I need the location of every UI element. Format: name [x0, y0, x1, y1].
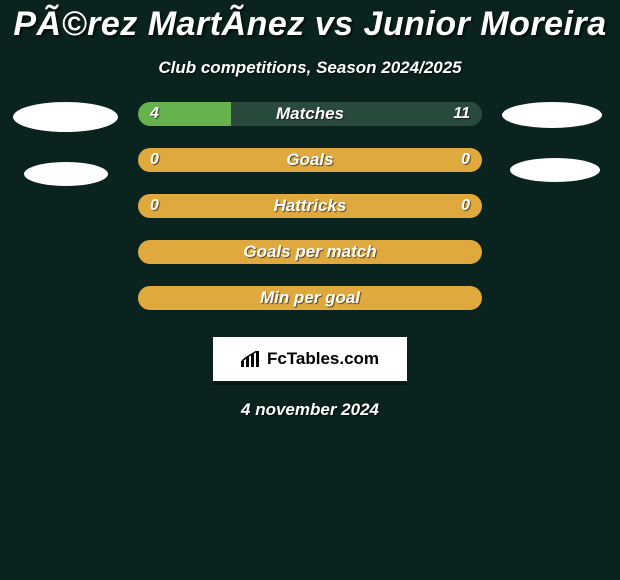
- right-team-ellipse: [510, 158, 600, 182]
- left-badges-col: [13, 102, 118, 186]
- stat-label: Matches: [138, 102, 482, 126]
- brand-chart-icon: [241, 351, 261, 367]
- stat-bar: 00Goals: [138, 148, 482, 172]
- stat-label: Goals: [138, 148, 482, 172]
- right-team-ellipse: [502, 102, 602, 128]
- comparison-card: PÃ©rez MartÃ­nez vs Junior Moreira Club …: [0, 0, 620, 420]
- comparison-body: 411Matches 00Goals 00Hattricks Goals per ma…: [0, 102, 620, 310]
- stat-bar: Goals per match: [138, 240, 482, 264]
- stat-bar: 00Hattricks: [138, 194, 482, 218]
- subtitle: Club competitions, Season 2024/2025: [0, 58, 620, 78]
- left-team-ellipse: [13, 102, 118, 132]
- stat-label: Hattricks: [138, 194, 482, 218]
- right-badges-col: [502, 102, 607, 182]
- date-text: 4 november 2024: [0, 400, 620, 420]
- footer: FcTables.com 4 november 2024: [0, 336, 620, 420]
- stat-bar: Min per goal: [138, 286, 482, 310]
- left-team-ellipse: [24, 162, 108, 186]
- stat-label: Goals per match: [138, 240, 482, 264]
- stats-column: 411Matches 00Goals 00Hattricks Goals per ma…: [138, 102, 482, 310]
- brand-text: FcTables.com: [267, 349, 379, 369]
- stat-bar: 411Matches: [138, 102, 482, 126]
- brand-badge[interactable]: FcTables.com: [212, 336, 408, 382]
- stat-label: Min per goal: [138, 286, 482, 310]
- page-title: PÃ©rez MartÃ­nez vs Junior Moreira: [0, 5, 620, 44]
